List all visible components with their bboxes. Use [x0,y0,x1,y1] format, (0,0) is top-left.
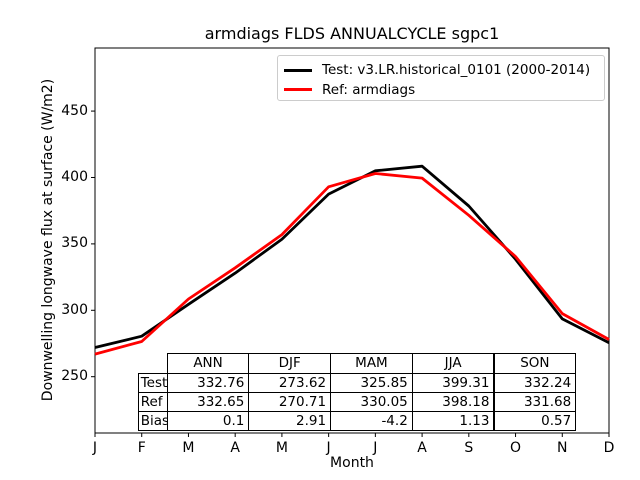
table-cell-value: 332.24 [493,372,577,393]
table-cell-value: 273.62 [248,372,332,393]
table-cell-header: JJA [411,353,495,374]
table-cell-value: 332.65 [166,391,250,413]
table-cell-rowlabel: Bias [137,411,168,432]
y-tick-label: 400 [61,168,88,185]
x-tick-label: O [510,440,522,456]
table-cell-value: 2.91 [248,411,332,432]
x-tick-label: A [417,440,427,456]
x-tick-label: D [603,440,615,456]
y-tick-label: 300 [61,301,88,318]
x-tick-label: F [137,440,146,456]
table-cell-header: SON [493,353,577,374]
ref-line-swatch [284,88,312,92]
table-cell-value: 398.18 [411,391,495,413]
y-tick-label: 350 [61,235,88,252]
table-cell-value: 331.68 [493,391,577,413]
table-cell-value: 1.13 [411,411,495,432]
axes-spines [94,47,610,434]
table-cell-value: -4.2 [330,411,413,432]
x-tick-label: A [230,440,240,456]
table-cell-value: 0.1 [166,411,250,432]
table-cell-header: MAM [330,353,413,374]
test-line-swatch [284,68,312,72]
table-cell-value: 270.71 [248,391,332,413]
legend-entry-ref: Ref: armdiags [284,80,596,99]
series-line-ref [94,172,610,356]
x-tick-label: J [326,440,331,456]
table-cell-value: 330.05 [330,391,413,413]
table-cell-rowlabel: Ref [137,391,168,413]
legend-entry-test: Test: v3.LR.historical_0101 (2000-2014) [284,61,596,80]
chart-title: armdiags FLDS ANNUALCYCLE sgpc1 [204,24,500,43]
x-tick-label: M [182,440,195,456]
table-cell-value: 0.57 [493,411,577,432]
x-tick-label: J [373,440,378,456]
x-axis-label: Month [330,455,374,471]
y-axis-label: Downwelling longwave flux at surface (W/… [40,78,56,402]
legend-label-test: Test: v3.LR.historical_0101 (2000-2014) [322,62,591,79]
x-tick-label: S [464,440,474,456]
table-cell-value: 399.31 [411,372,495,393]
legend: Test: v3.LR.historical_0101 (2000-2014) … [277,55,605,101]
table-cell-value: 332.76 [166,372,250,393]
series-line-test [94,164,610,349]
table-cell-header: ANN [166,353,250,374]
legend-label-ref: Ref: armdiags [322,81,416,98]
x-tick-label: M [275,440,288,456]
table-cell-header: DJF [248,353,332,374]
x-tick-label: J [92,440,98,456]
x-tick-label: N [557,440,568,456]
y-tick-label: 250 [61,368,88,385]
y-tick-label: 450 [61,102,88,119]
table-cell-value: 325.85 [330,372,413,393]
table-cell-rowlabel: Test [137,372,168,393]
